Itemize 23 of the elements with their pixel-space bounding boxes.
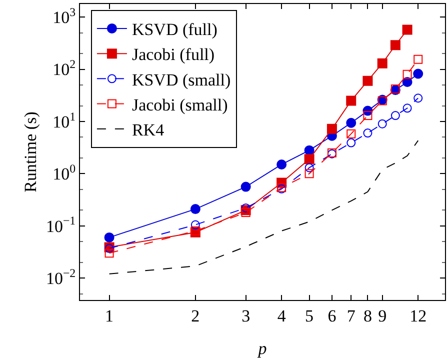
legend-label: Jacobi (small) [132,95,228,114]
y-axis-title: Runtime (s) [21,112,40,192]
x-tick-label: 3 [242,306,250,326]
x-tick-label: 7 [346,306,356,326]
x-tick-label: 5 [305,306,314,326]
y-tick-label: 10$^{−2}$ [46,266,76,288]
legend-label: Jacobi (full) [132,45,215,64]
x-tick-label: 1 [105,306,114,326]
y-tick-label: 10$^{2}$ [52,57,76,80]
y-tick-label: 10$^{3}$ [52,4,76,28]
x-tick-label: 8 [363,306,372,326]
x-tick-label: 4 [277,306,286,326]
x-axis-title: p [257,339,267,358]
legend-label: RK4 [132,120,165,140]
x-tick-label: 12 [410,306,427,326]
y-tick-label: 10$^{1}$ [52,109,76,132]
legend-label: KSVD (full) [132,20,218,40]
x-tick-label: 9 [378,306,387,326]
y-tick-label: 10$^{0}$ [52,161,76,184]
y-tick-label: 10$^{−1}$ [46,214,76,236]
x-tick-label: 2 [191,306,200,326]
x-tick-label: 6 [328,306,336,326]
legend-label: KSVD (small) [132,70,231,90]
